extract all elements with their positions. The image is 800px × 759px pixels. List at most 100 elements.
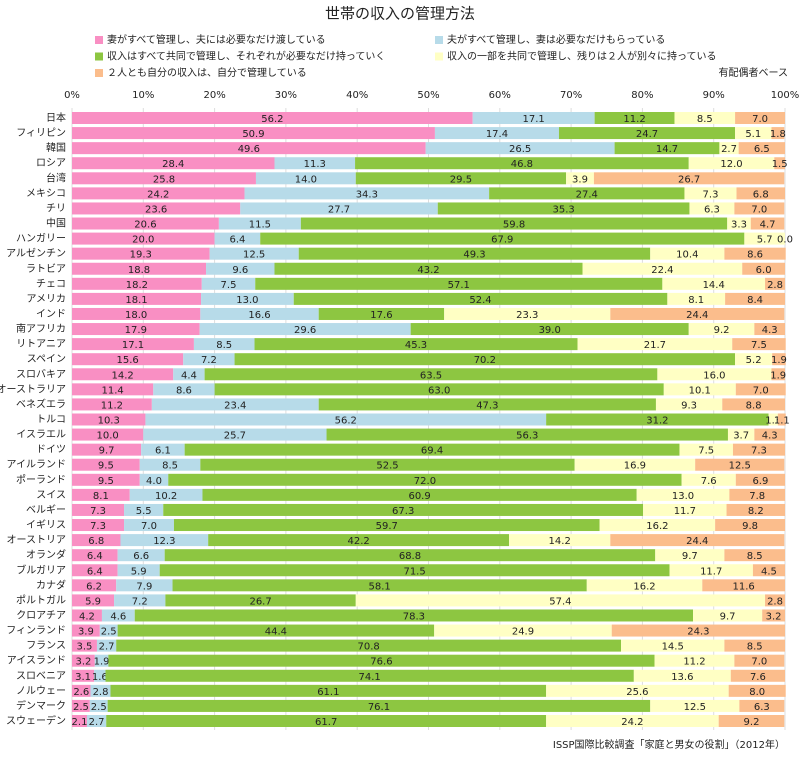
bar-segment [116,639,622,652]
value-label: 6.3 [704,204,720,215]
bar-segment [168,473,682,486]
bar-segment [355,172,567,185]
value-label: 11.4 [102,385,124,396]
value-label: 8.1 [688,295,704,306]
value-label: 2.8 [767,280,783,291]
value-label: 7.5 [698,446,714,457]
value-label: 1.8 [770,129,786,140]
value-label: 1.6 [92,672,108,683]
value-label: 27.4 [576,189,598,200]
value-label: 46.8 [511,159,533,170]
value-label: 7.0 [753,385,769,396]
bar-segment [234,353,736,366]
value-label: 61.1 [317,687,339,698]
value-label: 8.5 [697,114,713,125]
value-label: 76.6 [370,657,392,668]
value-label: 7.3 [751,446,767,457]
bar-segment [274,157,356,170]
chart-title: 世帯の収入の管理方法 [325,5,475,23]
legend-label: 収入の一部を共同で管理し、残りは２人が別々に持っている [447,50,717,63]
bar-segment [117,564,160,577]
value-label: 4.6 [110,611,126,622]
value-label: 70.2 [474,355,496,366]
value-label: 44.4 [265,627,287,638]
value-label: 24.3 [687,627,709,638]
bar-segment [722,398,785,411]
value-label: 11.7 [674,506,696,517]
bar-segment [72,383,154,396]
x-tick-label: 10% [132,90,154,101]
value-label: 4.7 [760,220,776,231]
value-label: 2.5 [91,702,107,713]
value-label: 12.3 [153,536,175,547]
y-tick-label: アイルランド [7,459,67,471]
value-label: 24.4 [686,310,708,321]
value-label: 1.3 [765,416,781,427]
note: 有配偶者ベース [719,66,789,79]
bar-segment [94,654,109,667]
value-label: 12.5 [243,250,265,261]
bar-segment [72,368,174,381]
bar-segment [582,262,743,275]
bar-segment [724,247,786,260]
bar-segment [774,157,785,170]
bar-segment [695,458,785,471]
value-label: 2.1 [72,717,88,728]
value-label: 7.9 [136,581,152,592]
bar-segment [574,458,696,471]
bar-segment [643,503,727,516]
value-label: 9.6 [232,265,248,276]
value-label: 1.5 [772,159,788,170]
bar-segment [206,262,275,275]
value-label: 68.8 [399,551,421,562]
bar-segment [159,564,670,577]
bar-segment [72,202,241,215]
y-tick-label: フィンランド [6,625,66,637]
bar-segment [744,232,785,245]
y-tick-label: メキシコ [26,188,66,199]
bar-segment [163,503,644,516]
value-label: 5.9 [131,566,147,577]
value-label: 8.5 [747,551,763,562]
bar-segment [444,307,611,320]
value-label: 16.2 [646,521,668,532]
bar-segment [621,639,725,652]
bar-segment [153,383,215,396]
value-label: 24.4 [686,536,708,547]
value-label: 12.5 [729,461,751,472]
bar-segment [72,428,144,441]
value-label: 7.0 [752,114,768,125]
y-tick-label: チリ [46,202,66,214]
bar-segment [655,398,723,411]
value-label: 7.2 [132,596,148,607]
bar-segment [72,699,90,712]
y-tick-label: 日本 [46,111,66,124]
bar-segment [107,699,651,712]
value-label: 2.7 [721,144,737,155]
value-label: 7.6 [701,476,717,487]
value-label: 8.5 [162,461,178,472]
bar-segment [546,684,729,697]
bar-segment [255,277,663,290]
y-tick-label: スペイン [27,354,66,365]
bar-segment [662,277,766,290]
x-tick-label: 20% [203,90,225,101]
y-tick-label: ハンガリー [16,233,66,245]
value-label: 59.7 [376,521,398,532]
bar-segment [768,413,778,426]
bar-segment [72,323,200,336]
value-label: 18.8 [128,265,150,276]
value-label: 6.9 [752,476,768,487]
bar-segment [667,292,726,305]
value-label: 47.3 [476,400,498,411]
bar-segment [141,443,185,456]
bar-segment [300,217,728,230]
x-tick-label: 80% [631,90,653,101]
bar-segment [355,594,766,607]
bar-segment [114,594,166,607]
value-label: 4.4 [181,370,197,381]
y-tick-label: カナダ [36,578,66,591]
value-label: 9.5 [98,476,114,487]
bar-segment [72,503,125,516]
value-label: 58.1 [369,581,391,592]
